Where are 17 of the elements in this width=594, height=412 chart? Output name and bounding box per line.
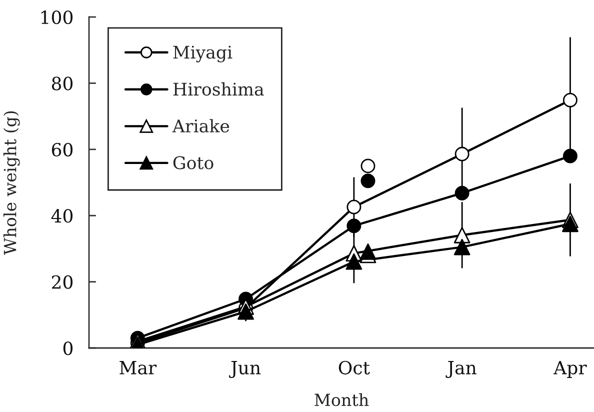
y-tick-label: 60: [52, 142, 73, 157]
y-tick-label: 40: [51, 209, 73, 223]
x-tick-label: Jan: [446, 361, 476, 378]
legend-label: Goto: [173, 156, 214, 170]
y-tick-label: 80: [52, 76, 73, 90]
legend-label: Miyagi: [173, 46, 232, 62]
x-tick-label: Mar: [120, 361, 157, 374]
x-tick-label: Jun: [229, 361, 261, 378]
legend-label: Ariake: [172, 119, 230, 133]
y-tick-label: 100: [41, 10, 73, 24]
x-tick-label: Apr: [553, 361, 587, 378]
y-tick-label: 0: [63, 341, 73, 356]
y-axis-title: Whole weight (g): [3, 111, 20, 255]
legend-label: Hiroshima: [173, 82, 264, 96]
x-tick-label: Oct: [338, 360, 370, 374]
y-tick-label: 20: [52, 275, 73, 289]
x-axis-title: Month: [314, 393, 369, 406]
